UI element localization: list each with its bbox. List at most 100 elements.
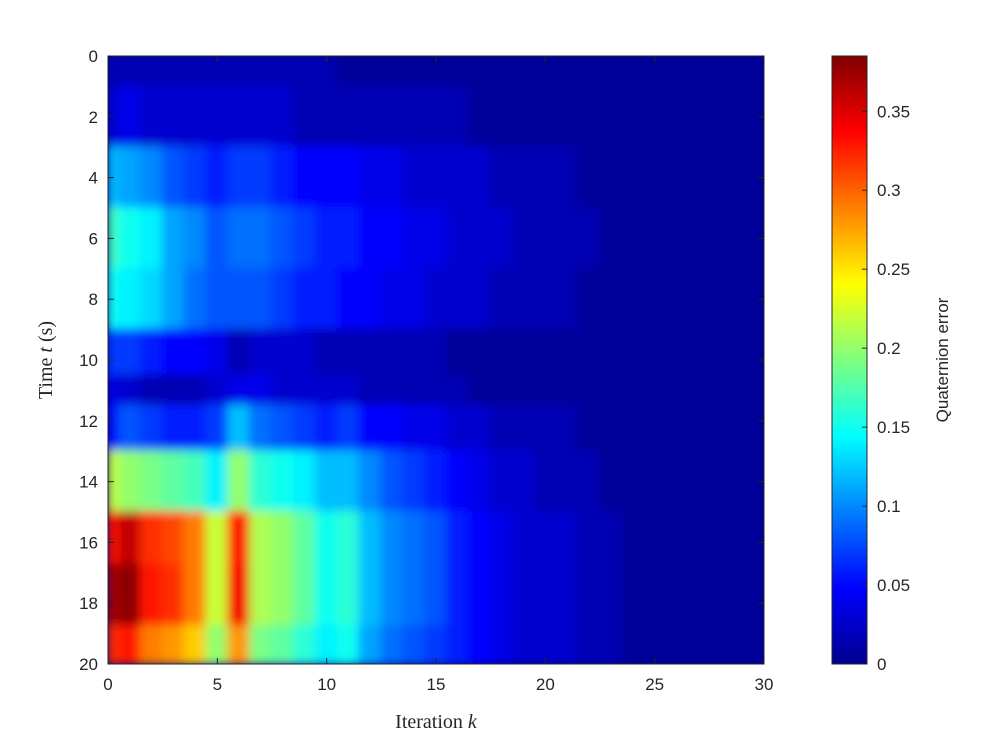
heatmap-cell (336, 625, 361, 664)
heatmap-cell (752, 564, 764, 627)
y-tick-label: 18 (79, 594, 98, 613)
heatmap-cell (117, 328, 142, 377)
heatmap-cell (664, 625, 689, 664)
heatmap-cell (292, 374, 317, 407)
heatmap-cell (555, 564, 580, 627)
heatmap-cell (511, 511, 536, 567)
heatmap-cell (161, 511, 186, 567)
heatmap-cell (227, 564, 252, 627)
heatmap-cell (555, 625, 580, 664)
colorbar-ticks: 0 0.05 0.1 0.15 0.2 0.25 0.3 0.35 (862, 102, 910, 674)
heatmap-cell (533, 146, 558, 209)
heatmap-cell (183, 404, 208, 453)
heatmap-cell (227, 511, 252, 567)
y-tick-label: 6 (89, 229, 98, 248)
heatmap-cell (227, 625, 252, 664)
heatmap-cell (117, 207, 142, 270)
heatmap-cell (467, 146, 492, 209)
heatmap-cell (139, 625, 164, 664)
heatmap-cell (205, 146, 230, 209)
heatmap-cell (139, 267, 164, 331)
heatmap-cell (555, 146, 580, 209)
heatmap-cell (205, 450, 230, 513)
heatmap-cell (467, 511, 492, 567)
heatmap-cell (533, 374, 558, 407)
y-tick-label: 8 (89, 290, 98, 309)
x-tick-label: 10 (317, 675, 336, 694)
x-tick-label: 25 (645, 675, 664, 694)
heatmap-cell (752, 511, 764, 567)
heatmap-cell (752, 404, 764, 453)
heatmap-cell (292, 146, 317, 209)
heatmap-cell (358, 146, 383, 209)
x-tick-label: 15 (427, 675, 446, 694)
heatmap-cell (445, 207, 470, 270)
heatmap-cell (489, 511, 514, 567)
heatmap-cell (752, 374, 764, 407)
heatmap-cell (730, 56, 755, 88)
heatmap-cell (445, 146, 470, 209)
heatmap-cell (577, 56, 601, 88)
heatmap-cell (358, 56, 383, 88)
heatmap-cell (533, 56, 558, 88)
heatmap-cell (314, 267, 339, 331)
heatmap-cell (336, 328, 361, 377)
x-axis-ticks: 0 5 10 15 20 25 30 (103, 56, 773, 694)
heatmap-cell (489, 404, 514, 453)
heatmap-cell (599, 56, 623, 88)
heatmap-cell (620, 450, 645, 513)
heatmap-cell (108, 404, 120, 453)
heatmap-cell (108, 511, 120, 567)
heatmap-cell (708, 374, 733, 407)
heatmap-cell (577, 374, 601, 407)
heatmap-cell (314, 511, 339, 567)
heatmap-cell (249, 267, 273, 331)
heatmap-cell (336, 564, 361, 627)
heatmap-cell (402, 374, 427, 407)
heatmap-cell (686, 85, 711, 149)
heatmap-cell (292, 511, 317, 567)
heatmap-cell (533, 511, 558, 567)
heatmap-cell (249, 564, 273, 627)
heatmap-cell (249, 511, 273, 567)
heatmap-cell (271, 146, 295, 209)
heatmap-cell (467, 267, 492, 331)
heatmap-cell (489, 564, 514, 627)
heatmap-cell (555, 450, 580, 513)
heatmap-cell (117, 267, 142, 331)
heatmap-cell (380, 328, 405, 377)
heatmap-cell (642, 267, 667, 331)
heatmap-cell (424, 56, 448, 88)
heatmap-cell (664, 85, 689, 149)
x-tick-label: 0 (103, 675, 112, 694)
heatmap-cell (205, 511, 230, 567)
heatmap-cell (117, 85, 142, 149)
x-axis-label-text: Iteration (395, 711, 468, 733)
heatmap-cell (336, 146, 361, 209)
heatmap-cell (730, 374, 755, 407)
heatmap-cell (139, 404, 164, 453)
heatmap-cell (467, 56, 492, 88)
heatmap-cell (380, 267, 405, 331)
heatmap-cell (730, 85, 755, 149)
heatmap-cell (117, 404, 142, 453)
heatmap-cell (620, 267, 645, 331)
heatmap-cell (511, 207, 536, 270)
heatmap-cell (686, 146, 711, 209)
heatmap-cell (183, 450, 208, 513)
heatmap-cell (577, 146, 601, 209)
heatmap-cell (108, 328, 120, 377)
heatmap-cell (271, 450, 295, 513)
heatmap-cell (730, 146, 755, 209)
heatmap-cell (708, 328, 733, 377)
y-tick-label: 4 (89, 169, 98, 188)
y-tick-label: 16 (79, 533, 98, 552)
colorbar-tick-label: 0.2 (877, 339, 901, 358)
heatmap-cell (445, 56, 470, 88)
heatmap-cell (402, 511, 427, 567)
heatmap-cell (577, 625, 601, 664)
heatmap-cell (708, 450, 733, 513)
heatmap-cell (205, 267, 230, 331)
heatmap-cell (730, 328, 755, 377)
heatmap-cell (161, 328, 186, 377)
